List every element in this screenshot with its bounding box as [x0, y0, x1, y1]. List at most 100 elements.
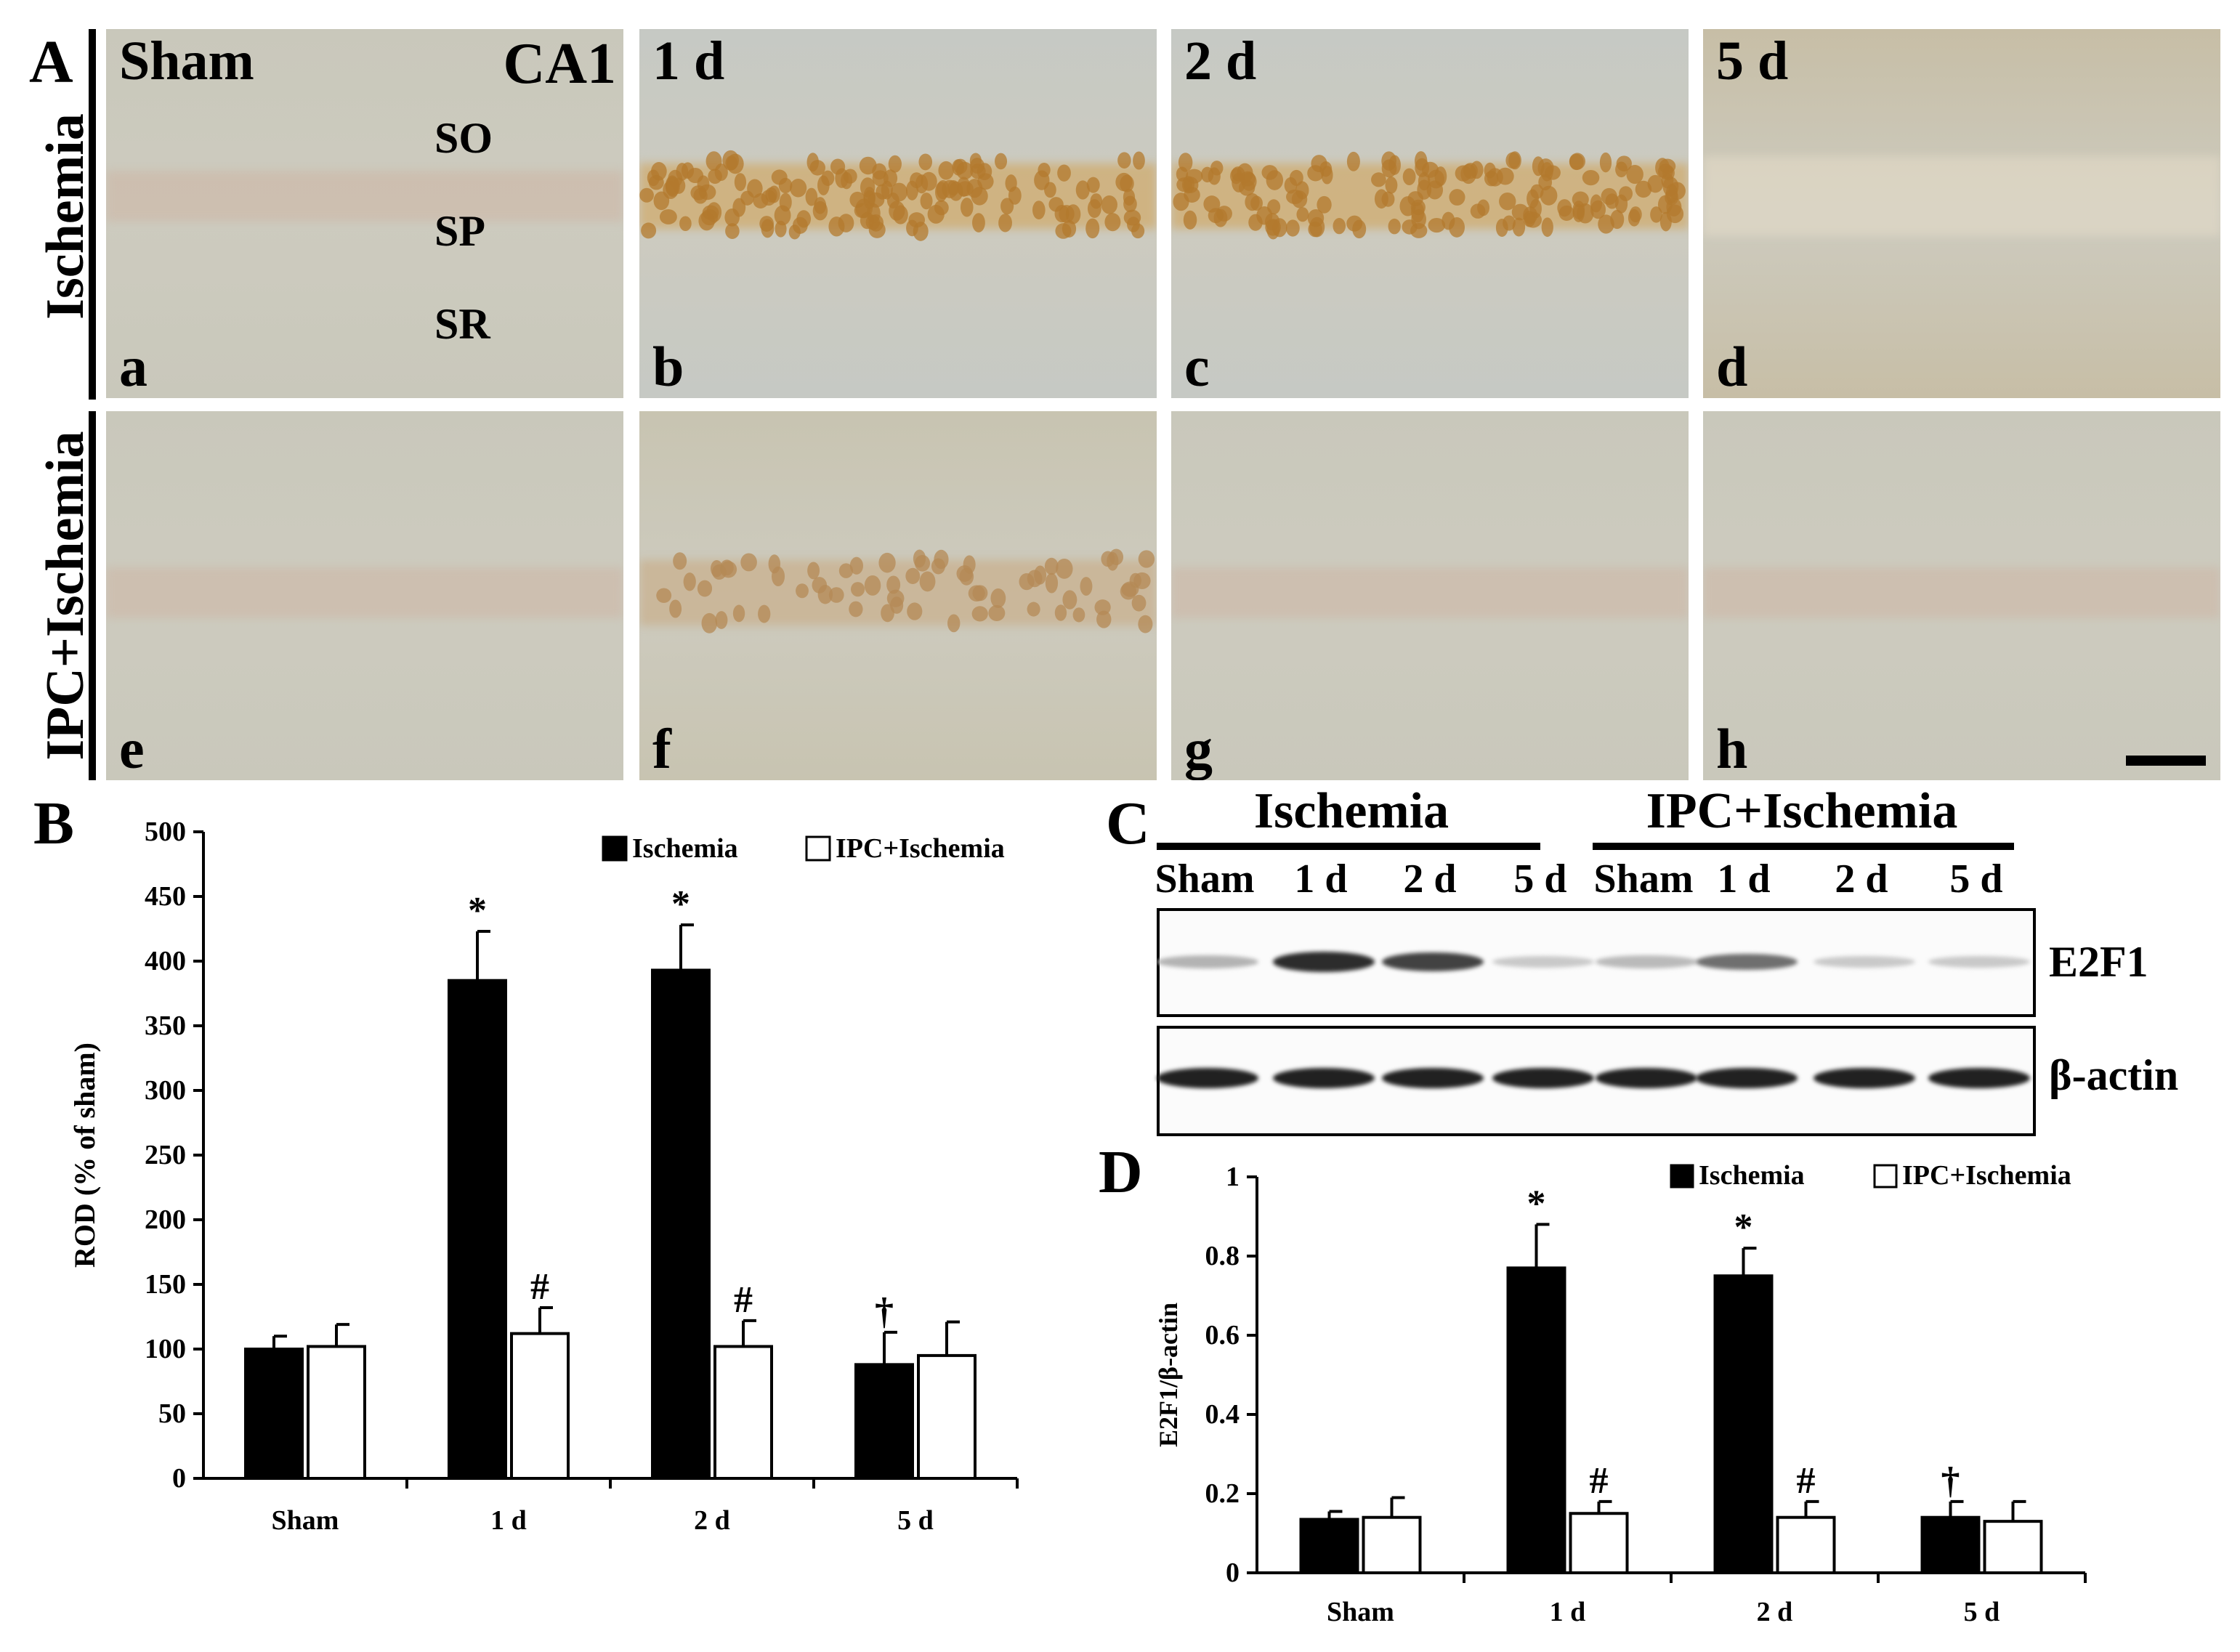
blot-band: [1696, 953, 1798, 971]
stained-cell: [1496, 167, 1514, 185]
stained-cell: [732, 604, 745, 623]
stained-cell: [1541, 217, 1553, 238]
stained-cell: [1333, 218, 1346, 235]
bar: [1299, 1518, 1359, 1574]
stained-cell: [1085, 218, 1100, 239]
stained-cell: [927, 205, 945, 224]
stained-cell: [779, 193, 792, 212]
legend-label: IPC+Ischemia: [1902, 1160, 2071, 1191]
bar: [854, 1363, 914, 1480]
significance-mark: #: [734, 1279, 753, 1321]
stained-cell: [740, 553, 757, 572]
stained-cell: [957, 181, 974, 197]
stained-cell: [907, 602, 923, 620]
legend-swatch: [805, 835, 831, 862]
stained-cell: [1532, 156, 1545, 177]
blot-lane-label: 5 d: [1949, 857, 2003, 902]
significance-mark: #: [1797, 1460, 1816, 1502]
stained-cell: [921, 171, 937, 191]
stained-cell: [1665, 189, 1679, 206]
y-tick-label: 350: [145, 1011, 186, 1041]
blot-group-ipc: IPC+Ischemia: [1646, 783, 1958, 839]
stained-cell: [947, 614, 961, 633]
legend-swatch: [1670, 1164, 1694, 1189]
micrograph-a: Sham a CA1 SO SP SR: [106, 29, 623, 398]
blot-lane-label: 1 d: [1717, 857, 1771, 902]
bar: [1569, 1512, 1629, 1574]
stained-cell: [872, 170, 889, 187]
stained-cell: [1123, 195, 1137, 213]
micrograph-letter: h: [1716, 717, 1748, 780]
blot-band: [1928, 955, 2030, 968]
stained-cell: [1230, 168, 1243, 185]
micrograph-title: Sham: [119, 31, 254, 92]
stained-cell: [995, 153, 1008, 170]
stained-cell: [698, 211, 715, 231]
panel-d-letter: D: [1099, 1138, 1143, 1206]
stained-cell: [1086, 177, 1100, 193]
stained-cell: [753, 193, 769, 208]
stained-cell: [891, 182, 908, 202]
micrograph-letter: a: [119, 335, 147, 398]
stained-cell: [724, 208, 740, 227]
stained-cell: [1505, 152, 1521, 169]
micrograph-letter: c: [1184, 335, 1210, 398]
stained-cell: [687, 167, 704, 184]
stained-cell: [1352, 219, 1367, 239]
stained-cell: [1495, 218, 1508, 237]
blot-label-e2f1: E2F1: [2049, 938, 2148, 986]
blot-band: [1814, 955, 1915, 968]
stained-cell: [1629, 206, 1642, 223]
y-tick-label: 250: [145, 1140, 186, 1170]
chart-d-e2f1-ratio: 0 0.2 0.4 0.6 0.8 1 E2F1/β-actin Sham 1 d 2 d 5 d *…: [1154, 1160, 2087, 1627]
scale-bar: [2126, 756, 2206, 766]
stained-cell: [715, 611, 728, 629]
stained-cell: [1477, 199, 1490, 216]
legend-swatch: [1873, 1164, 1898, 1189]
stained-cell: [1381, 151, 1396, 171]
significance-mark: *: [1734, 1207, 1753, 1248]
chart-b-rod: 0 50 100 150 200 250 300 350 400 450 500 ROD (% of …: [68, 817, 1019, 1536]
stained-cell: [1538, 174, 1553, 191]
y-tick-label: 450: [145, 881, 186, 912]
blot-band: [1596, 955, 1697, 968]
micrograph-letter: e: [119, 717, 145, 780]
stained-cell: [673, 552, 687, 570]
panel-c-letter: C: [1106, 790, 1150, 857]
stained-cell: [701, 612, 718, 633]
legend-swatch: [602, 835, 628, 862]
stained-cell: [1138, 615, 1153, 633]
stained-cell: [1250, 195, 1263, 211]
stained-cell: [851, 582, 865, 597]
stained-cell: [725, 223, 740, 240]
stained-cell: [1104, 213, 1121, 232]
legend-label: Ischemia: [1699, 1160, 1805, 1191]
micrograph-letter: g: [1184, 717, 1213, 780]
stained-cell: [1296, 207, 1309, 222]
blot-lane-label: 1 d: [1294, 857, 1348, 902]
stained-cell: [1371, 172, 1386, 187]
x-tick-label: 1 d: [1550, 1597, 1586, 1627]
stained-cell: [1115, 172, 1133, 192]
stained-cell: [1402, 219, 1418, 235]
stained-cell: [972, 213, 985, 232]
legend-label: Ischemia: [632, 833, 738, 864]
stained-cell: [720, 561, 737, 578]
significance-mark: †: [1941, 1460, 1960, 1502]
stained-cell: [679, 216, 692, 231]
blot-band: [1157, 1067, 1258, 1089]
layer-label-sp: SP: [434, 207, 486, 255]
legend-label: IPC+Ischemia: [836, 833, 1005, 864]
stained-cell: [1463, 163, 1478, 179]
stained-cell: [1265, 219, 1281, 236]
row-divider-ipc: [89, 411, 96, 780]
bar: [1362, 1515, 1422, 1575]
stained-cell: [988, 604, 1006, 622]
stained-cell: [1056, 558, 1073, 579]
x-tick-label: 1 d: [490, 1505, 527, 1536]
stained-cell: [956, 161, 974, 180]
stained-cell: [1101, 551, 1115, 567]
stained-cell: [835, 168, 849, 188]
panel-b-letter: B: [33, 790, 75, 857]
stained-cell: [1399, 196, 1416, 216]
